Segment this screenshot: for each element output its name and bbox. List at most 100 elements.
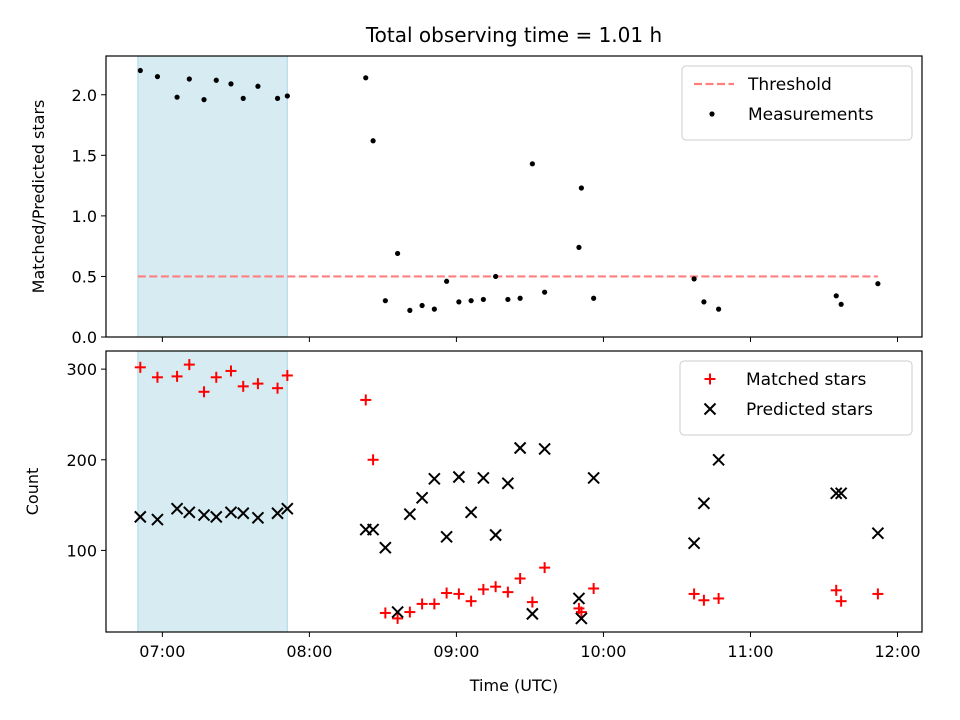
data-point	[228, 81, 234, 87]
data-point	[151, 371, 163, 383]
legend-marker	[709, 111, 715, 117]
data-point	[513, 441, 527, 455]
legend-label: Measurements	[748, 105, 874, 125]
data-point	[363, 75, 369, 81]
marker-stroke	[183, 506, 196, 519]
marker-stroke	[587, 471, 600, 485]
marker-stroke	[452, 470, 466, 484]
marker-stroke	[712, 453, 725, 466]
data-point	[272, 382, 284, 394]
marker-stroke	[489, 528, 502, 542]
data-point	[872, 588, 884, 600]
legend-marker	[703, 402, 717, 416]
axes-frame	[105, 55, 923, 338]
legend: Threshold Measurements	[681, 65, 913, 141]
data-point	[835, 595, 847, 607]
marker-stroke	[134, 510, 147, 524]
marker-stroke	[526, 607, 539, 621]
data-point	[468, 298, 474, 304]
data-point	[489, 528, 502, 542]
marker-stroke	[271, 507, 284, 520]
data-point	[526, 607, 539, 621]
data-point	[539, 562, 551, 574]
observing-span	[137, 56, 288, 337]
data-point	[431, 306, 437, 312]
legend-label: Matched stars	[746, 370, 866, 390]
data-point	[183, 506, 196, 519]
legend-label: Threshold	[747, 75, 832, 95]
data-point	[444, 278, 450, 284]
data-point	[464, 506, 478, 519]
observing-span	[137, 351, 288, 632]
legend-item-threshold: Threshold	[694, 75, 832, 95]
data-point	[271, 507, 284, 520]
data-point	[416, 598, 428, 610]
data-point	[419, 302, 425, 309]
data-point	[834, 487, 848, 500]
data-point	[514, 573, 526, 585]
x-tick-label: 07:00	[139, 642, 185, 661]
data-point	[591, 295, 597, 301]
x-axis-label: Time (UTC)	[469, 676, 558, 695]
data-point	[578, 185, 584, 191]
data-point	[493, 273, 499, 280]
y-axis-label: Count	[23, 468, 42, 516]
x-tick-label: 09:00	[433, 642, 479, 661]
data-point	[403, 507, 417, 521]
data-point	[572, 592, 586, 605]
data-point	[838, 301, 844, 307]
data-point	[404, 606, 416, 618]
marker-stroke	[697, 497, 711, 510]
data-point	[830, 584, 842, 596]
data-point	[197, 508, 211, 522]
data-point	[171, 370, 183, 382]
data-point	[713, 592, 725, 604]
plot-area	[134, 351, 885, 632]
marker-stroke	[170, 502, 184, 515]
data-point	[255, 83, 261, 89]
data-point	[379, 541, 392, 554]
data-point	[477, 471, 490, 485]
data-point	[213, 77, 219, 83]
data-point	[395, 250, 401, 257]
data-point	[382, 298, 388, 304]
data-point	[284, 93, 290, 99]
data-point	[526, 596, 538, 608]
y-tick-label: 300	[66, 360, 97, 379]
legend-item-measurements: Measurements	[709, 105, 874, 125]
marker-stroke	[830, 487, 843, 500]
marker-stroke	[538, 442, 551, 456]
x-tick-label: 08:00	[286, 642, 332, 661]
y-tick-label: 200	[66, 451, 97, 470]
data-point	[502, 586, 514, 598]
data-point	[237, 380, 249, 392]
y-tick-label: 1.5	[72, 146, 97, 165]
data-point	[691, 276, 697, 282]
data-point	[587, 471, 600, 485]
y-tick-label: 2.0	[72, 86, 97, 105]
data-point	[529, 161, 535, 167]
data-point	[170, 502, 184, 515]
series-predicted-stars	[134, 441, 885, 625]
data-point	[465, 595, 477, 607]
data-point	[716, 306, 722, 312]
marker-stroke	[151, 513, 164, 526]
marker-stroke	[871, 526, 885, 540]
data-point	[687, 536, 701, 550]
data-point	[281, 502, 294, 515]
data-point	[237, 507, 250, 520]
data-point	[588, 582, 600, 594]
x-tick-label: 12:00	[874, 642, 920, 661]
data-point	[210, 510, 223, 524]
data-point	[174, 94, 180, 100]
data-point	[575, 612, 588, 625]
marker-stroke	[366, 523, 380, 536]
data-point	[415, 491, 429, 505]
x-tick-label: 11:00	[727, 642, 773, 661]
data-point	[154, 73, 161, 80]
marker-stroke	[440, 530, 453, 544]
data-point	[379, 607, 391, 619]
data-point	[134, 510, 147, 524]
data-point	[830, 487, 843, 500]
data-point	[391, 605, 404, 619]
